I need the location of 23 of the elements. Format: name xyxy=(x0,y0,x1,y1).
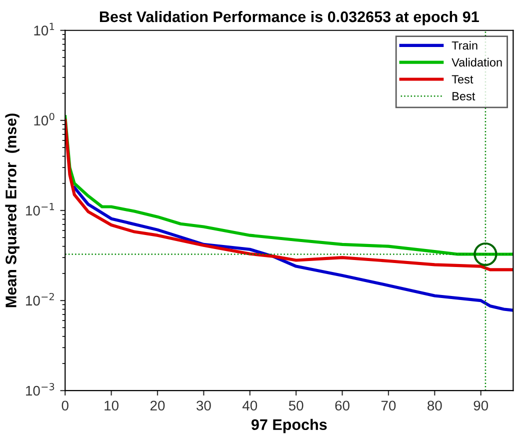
x-tick-label: 50 xyxy=(288,400,304,411)
x-tick-label: 80 xyxy=(428,400,442,411)
line-series xyxy=(72,186,514,312)
y-tick-label: 10$^{−3}$ xyxy=(26,382,54,396)
y-tick-label: 10$^{−1}$ xyxy=(26,203,54,216)
ref-line-label: Best xyxy=(452,92,476,100)
x-axis-title: 97 Epochs xyxy=(251,418,327,434)
x-tick-label: 40 xyxy=(242,400,258,411)
chart-title: Best Validation Performance is 0.032653 at epoch 91 xyxy=(100,10,479,26)
x-tick-label: 60 xyxy=(335,400,350,411)
y-tick-label: 10$^{−2}$ xyxy=(26,292,54,306)
x-tick-label: 10 xyxy=(104,400,118,411)
y-axis-title: Mean Squared Error (mse) xyxy=(5,114,20,308)
legend-label: Validation xyxy=(452,58,502,67)
x-tick-label: 90 xyxy=(474,400,488,411)
x-tick-label: 0 xyxy=(62,400,68,411)
legend-label: Test xyxy=(452,75,474,84)
y-tick-label: 10$^{0}$ xyxy=(34,112,54,126)
legend-label: Train xyxy=(452,41,478,50)
x-tick-label: 70 xyxy=(381,400,396,411)
y-tick-label: 10$^{1}$ xyxy=(34,22,54,36)
x-tick-label: 20 xyxy=(150,400,165,411)
x-tick-label: 30 xyxy=(196,400,211,411)
